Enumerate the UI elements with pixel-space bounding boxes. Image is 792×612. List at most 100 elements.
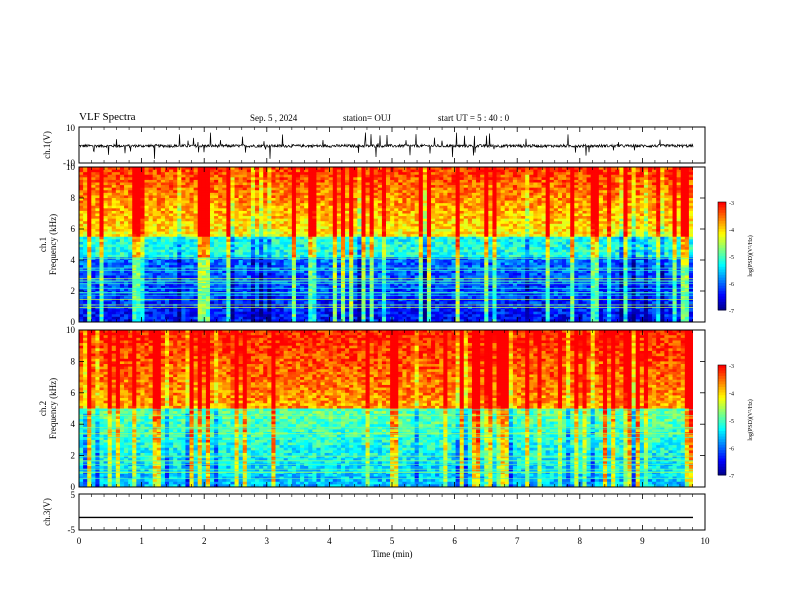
colorbar-cell xyxy=(718,220,726,225)
colorbar-cell xyxy=(718,250,726,254)
colorbar-cell xyxy=(718,218,726,222)
colorbar-cell xyxy=(718,439,726,443)
colorbar-tick-label: -6 xyxy=(729,447,734,453)
colorbar-cell xyxy=(718,283,726,287)
spectrogram-cells-1 xyxy=(79,167,694,323)
y-tick-label: 8 xyxy=(71,356,76,366)
colorbar-cell xyxy=(718,464,726,468)
colorbar-cell xyxy=(718,406,726,410)
colorbar-cell xyxy=(718,223,726,227)
x-tick-label: 8 xyxy=(578,536,583,546)
colorbar-cell xyxy=(718,400,726,404)
colorbar-cell xyxy=(718,269,726,273)
ch1-ytick-label: -10 xyxy=(63,158,75,168)
colorbar-label: log(PSD)(V²/Hz) xyxy=(747,399,754,440)
colorbar-cell xyxy=(718,272,726,276)
x-tick-label: 1 xyxy=(139,536,144,546)
date-label: Sep. 5 , 2024 xyxy=(250,113,298,123)
y-tick-label: 6 xyxy=(71,388,76,398)
colorbar-cell xyxy=(718,420,726,424)
colorbar-cell xyxy=(718,461,726,465)
colorbar-cell xyxy=(718,450,726,454)
colorbar-tick-label: -4 xyxy=(729,228,734,234)
colorbar-cell xyxy=(718,229,726,233)
colorbar-cell xyxy=(718,381,726,385)
colorbar-tick-label: -7 xyxy=(729,474,734,480)
colorbar-cell xyxy=(718,277,726,281)
x-axis-label: Time (min) xyxy=(372,549,413,559)
ch1-ytick-label: 10 xyxy=(66,123,76,133)
colorbar-cell xyxy=(718,447,726,451)
ch3-ylabel: ch.3(V) xyxy=(42,498,52,526)
station-label: station= OUJ xyxy=(343,113,391,123)
y-tick-label: 10 xyxy=(66,325,76,335)
ch1-waveform-line xyxy=(79,132,694,159)
y-tick-label: 6 xyxy=(71,224,76,234)
colorbar-cell xyxy=(718,212,726,216)
x-tick-label: 5 xyxy=(390,536,395,546)
x-tick-label: 7 xyxy=(515,536,520,546)
x-tick-label: 3 xyxy=(265,536,270,546)
y-tick-label: 0 xyxy=(71,317,76,327)
colorbar-tick-label: -5 xyxy=(729,255,734,261)
colorbar-cell xyxy=(718,266,726,270)
colorbar-cell xyxy=(718,234,726,238)
ch3-ytick-label: 5 xyxy=(71,490,76,500)
colorbar-cell xyxy=(718,433,726,437)
colorbar-tick-label: -4 xyxy=(729,392,734,398)
colorbar-cell xyxy=(718,378,726,382)
y-tick-label: 4 xyxy=(71,255,76,265)
colorbar-cell xyxy=(718,422,726,426)
colorbar-cell xyxy=(718,392,726,396)
colorbar-cell xyxy=(718,274,726,279)
colorbar-cell xyxy=(718,202,726,206)
colorbar-cell xyxy=(718,285,726,289)
x-tick-label: 0 xyxy=(77,536,82,546)
start-ut-label: start UT = 5 : 40 : 0 xyxy=(438,113,510,123)
colorbar-cell xyxy=(718,442,726,446)
colorbar-tick-label: -6 xyxy=(729,282,734,288)
spectro-ylabel-channel: ch.2 xyxy=(38,401,48,416)
y-tick-label: 0 xyxy=(71,482,76,492)
colorbar-cell xyxy=(718,436,726,440)
colorbar-cell xyxy=(718,304,726,308)
colorbar-cell xyxy=(718,370,726,374)
colorbar-cell xyxy=(718,293,726,297)
spectro-blank xyxy=(693,167,705,322)
colorbar-cell xyxy=(718,242,726,246)
colorbar-cell xyxy=(718,307,726,311)
y-tick-label: 2 xyxy=(71,451,76,461)
colorbar-cell xyxy=(718,417,726,421)
y-tick-label: 8 xyxy=(71,193,76,203)
colorbar-frame xyxy=(717,201,727,311)
colorbar-cell xyxy=(718,455,726,459)
spectro-blank xyxy=(693,330,705,487)
colorbar-cell xyxy=(718,296,726,300)
colorbar-cell xyxy=(718,409,726,413)
colorbar-cell xyxy=(718,264,726,268)
colorbar-cell xyxy=(718,444,726,448)
colorbar-cell xyxy=(718,428,726,432)
colorbar-tick-label: -5 xyxy=(729,419,734,425)
colorbar-cell xyxy=(718,469,726,473)
colorbar-cell xyxy=(718,215,726,219)
colorbar-cell xyxy=(718,301,726,306)
colorbar-cell xyxy=(718,466,726,470)
colorbar-cell xyxy=(718,291,726,295)
colorbar-cell xyxy=(718,261,726,265)
colorbar-cell xyxy=(718,384,726,388)
colorbar-cell xyxy=(718,411,726,415)
colorbar-cell xyxy=(718,253,726,257)
spectro-ylabel-freq: Frequency (kHz) xyxy=(48,214,58,275)
spectro-ylabel-channel: ch.1 xyxy=(38,237,48,252)
x-tick-label: 10 xyxy=(701,536,711,546)
colorbar-cell xyxy=(718,226,726,230)
y-tick-label: 10 xyxy=(66,162,76,172)
spectro-ylabel-freq: Frequency (kHz) xyxy=(48,378,58,439)
y-tick-label: 2 xyxy=(71,286,76,296)
colorbar-frame xyxy=(717,364,727,476)
colorbar-cell xyxy=(718,398,726,402)
colorbar-cell xyxy=(718,239,726,243)
x-tick-label: 9 xyxy=(640,536,645,546)
